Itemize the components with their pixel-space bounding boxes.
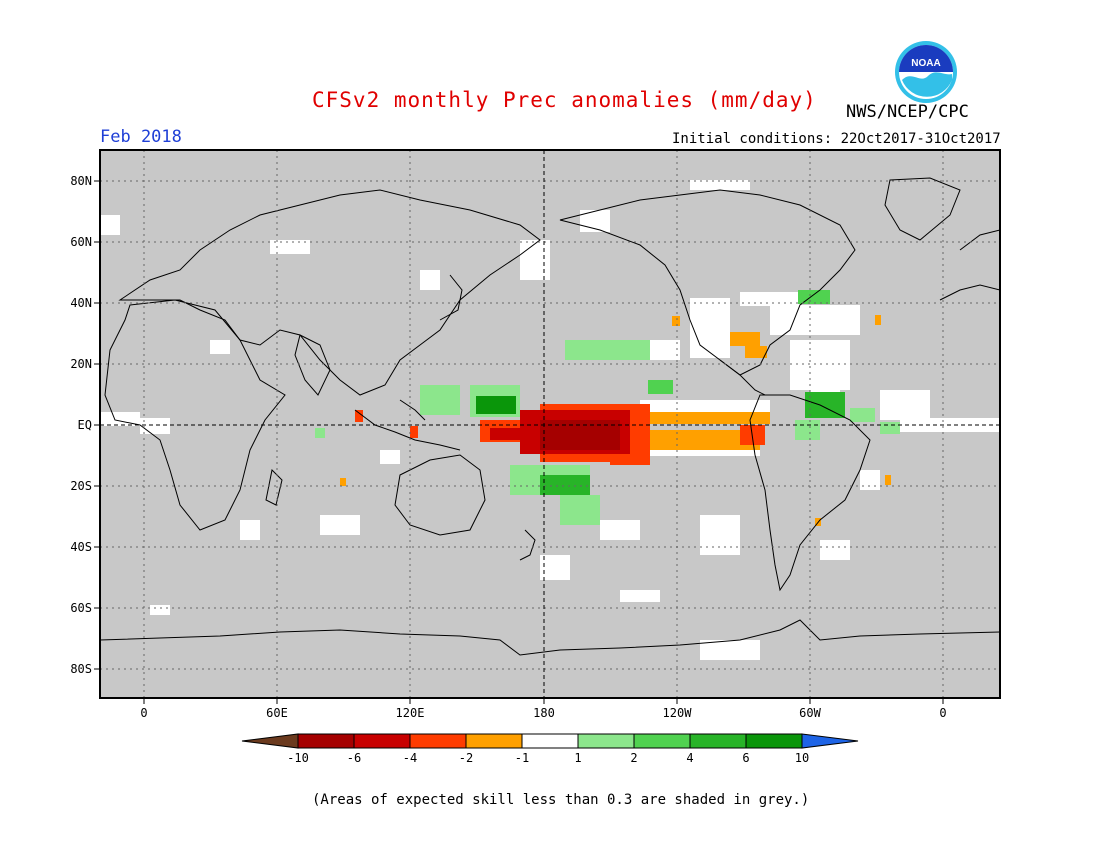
- lat-label-60s: 60S: [70, 601, 92, 615]
- colorbar-label: -10: [287, 751, 309, 765]
- lon-label-60w: 60W: [799, 706, 821, 720]
- colorbar-swatch: [297, 733, 355, 749]
- map-frame: [99, 149, 1001, 699]
- anomaly-white-regions: [100, 180, 1000, 660]
- lat-label-20s: 20S: [70, 479, 92, 493]
- colorbar-label: -4: [403, 751, 417, 765]
- colorbar-swatch: [409, 733, 467, 749]
- initial-conditions-label: Initial conditions: 22Oct2017-31Oct2017: [672, 131, 1001, 147]
- lat-label-60n: 60N: [70, 235, 92, 249]
- colorbar-label: -2: [459, 751, 473, 765]
- lat-label-80s: 80S: [70, 662, 92, 676]
- colorbar-swatch: [353, 733, 411, 749]
- colorbar-label: -6: [347, 751, 361, 765]
- coastlines: [100, 177, 1000, 656]
- lat-label-eq: EQ: [78, 418, 92, 432]
- colorbar-label: 6: [742, 751, 749, 765]
- colorbar-high-arrow: [801, 733, 859, 749]
- colorbar-label: 10: [795, 751, 809, 765]
- colorbar-label: 2: [630, 751, 637, 765]
- colorbar-low-arrow: [241, 733, 299, 749]
- colorbar-swatch: [465, 733, 523, 749]
- colorbar-swatch: [745, 733, 803, 749]
- lat-label-40n: 40N: [70, 296, 92, 310]
- lon-label-0-east: 0: [939, 706, 946, 720]
- map-background: [100, 150, 1000, 698]
- colorbar-label: -1: [515, 751, 529, 765]
- anomaly-dry-regions: [340, 315, 891, 526]
- colorbar-swatch: [521, 733, 579, 749]
- lon-label-180: 180: [533, 706, 555, 720]
- valid-month-label: Feb 2018: [100, 127, 182, 147]
- anomaly-wet-regions: [315, 290, 900, 525]
- lat-label-40s: 40S: [70, 540, 92, 554]
- skill-footnote: (Areas of expected skill less than 0.3 a…: [312, 792, 810, 808]
- colorbar-label: 4: [686, 751, 693, 765]
- lon-label-120e: 120E: [396, 706, 425, 720]
- noaa-logo-text: NOAA: [911, 58, 940, 69]
- graticule: [100, 150, 1000, 698]
- colorbar-label: 1: [574, 751, 581, 765]
- lon-label-0-west: 0: [140, 706, 147, 720]
- colorbar-swatch: [633, 733, 691, 749]
- organization-label: NWS/NCEP/CPC: [846, 102, 969, 122]
- lat-label-80n: 80N: [70, 174, 92, 188]
- colorbar: -10 -6 -4 -2 -1 1 2 4 6 10: [241, 733, 859, 765]
- lon-label-120w: 120W: [663, 706, 693, 720]
- colorbar-swatch: [577, 733, 635, 749]
- colorbar-swatch: [689, 733, 747, 749]
- lat-label-20n: 20N: [70, 357, 92, 371]
- map-title: CFSv2 monthly Prec anomalies (mm/day): [312, 88, 817, 112]
- noaa-logo-icon: NOAA: [895, 41, 957, 103]
- lon-label-60e: 60E: [266, 706, 288, 720]
